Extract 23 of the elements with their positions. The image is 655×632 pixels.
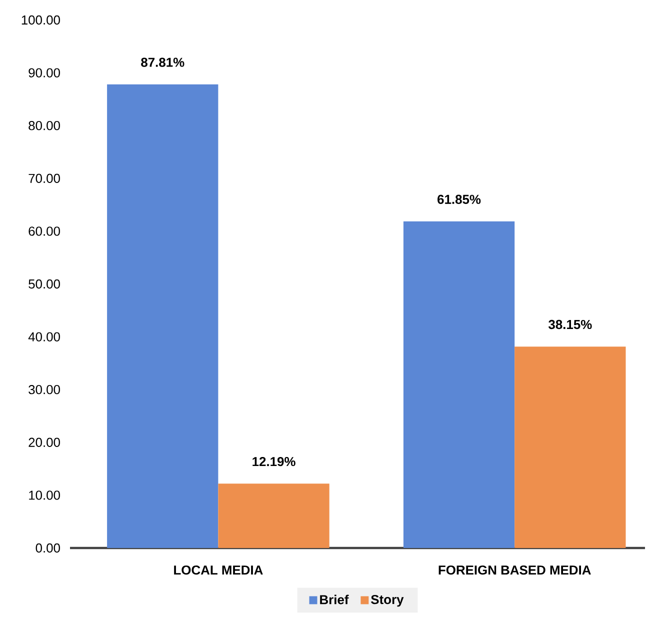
- x-tick-label: LOCAL MEDIA: [174, 565, 263, 575]
- y-tick-label: 80.00: [28, 121, 60, 130]
- y-tick-label: 50.00: [28, 279, 60, 289]
- y-tick-label: 10.00: [29, 490, 60, 500]
- data-label: 12.19%: [252, 456, 296, 466]
- y-tick-label: 20.00: [28, 438, 60, 447]
- y-tick-label: 40.00: [28, 332, 60, 342]
- data-label: 38.15%: [548, 320, 592, 330]
- y-tick-label: 100.00: [22, 15, 60, 25]
- data-label: 87.81%: [141, 58, 184, 67]
- bar: [107, 84, 218, 548]
- bar: [403, 221, 515, 548]
- x-tick-label: FOREIGN BASED MEDIA: [438, 565, 591, 575]
- y-tick-label: 70.00: [28, 174, 60, 183]
- bar: [218, 484, 330, 548]
- data-label: 61.85%: [438, 194, 481, 204]
- y-tick-label: 0.00: [36, 543, 60, 553]
- legend-label: Brief: [320, 594, 349, 604]
- y-tick-label: 90.00: [28, 68, 60, 78]
- bar: [514, 346, 626, 548]
- legend-label: Story: [371, 594, 404, 607]
- y-tick-label: 60.00: [28, 226, 60, 236]
- y-tick-label: 30.00: [28, 385, 60, 394]
